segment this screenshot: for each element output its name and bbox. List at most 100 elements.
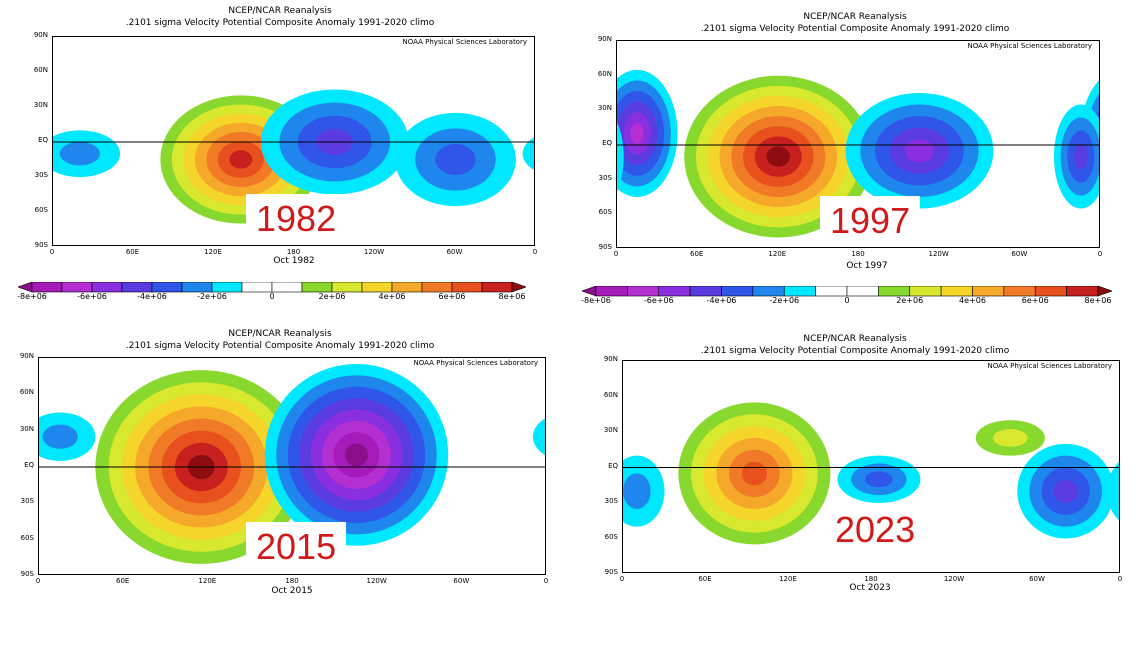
- colorbar-label: -6e+06: [643, 296, 674, 305]
- contour-level: [630, 122, 644, 145]
- colorbar-label: 8e+06: [498, 292, 526, 301]
- anomaly-negative: [837, 455, 921, 503]
- colorbar-swatch: [61, 282, 93, 293]
- colorbar-swatch: [878, 286, 911, 297]
- x-tick-label: 120E: [204, 248, 222, 256]
- y-tick-label: 30N: [603, 426, 618, 434]
- y-tick-label: 30N: [19, 424, 34, 433]
- x-tick-label: 0: [543, 577, 549, 585]
- map-area: NOAA Physical Sciences Laboratory: [38, 357, 546, 575]
- anomaly-negative: [623, 455, 1119, 527]
- colorbar-swatch: [627, 286, 660, 297]
- contour-level: [229, 150, 253, 169]
- contour-level: [522, 137, 534, 170]
- chart-title-line1: NCEP/NCAR Reanalysis: [228, 329, 332, 339]
- x-tick-label: 120W: [363, 248, 385, 256]
- x-tick-label: 0: [49, 248, 55, 256]
- contour-level: [1107, 462, 1119, 521]
- year-label: 1982: [246, 194, 347, 244]
- contour-level: [59, 142, 100, 166]
- colorbar-swatch: [301, 282, 333, 293]
- colorbar-label: 4e+06: [378, 292, 406, 301]
- colorbar-swatch: [271, 282, 303, 293]
- y-tick-label: 60S: [598, 208, 612, 217]
- year-label: 2023: [825, 505, 926, 555]
- colorbar-swatch: [721, 286, 754, 297]
- x-tick-label: 60E: [115, 577, 130, 585]
- y-tick-label: 90N: [597, 35, 612, 43]
- x-tick-label: 0: [35, 577, 41, 585]
- colorbar-swatch: [783, 286, 816, 297]
- y-tick-label: 60S: [604, 532, 618, 541]
- colorbar: -8e+06 -6e+06 -4e+06 -2e+06 0 2e+06 4e+06 6e+06…: [17, 282, 526, 306]
- colorbar-swatch: [752, 286, 785, 297]
- y-tick-label: 60N: [603, 390, 618, 399]
- year-label: 1997: [820, 196, 921, 246]
- contour-level: [1053, 479, 1078, 503]
- x-tick-label: 0: [613, 250, 619, 258]
- y-tick-label: 30S: [20, 497, 34, 506]
- colorbar-swatch: [391, 282, 423, 293]
- period-label: Oct 2015: [271, 586, 313, 596]
- anomaly-plot: [53, 89, 534, 224]
- y-tick-label: EQ: [38, 136, 48, 144]
- chart-panel: NCEP/NCAR Reanalysis .2101 sigma Velocit…: [0, 0, 560, 270]
- colorbar-swatch: [658, 286, 691, 297]
- colorbar-swatch: [1066, 286, 1099, 297]
- colorbar-swatch: [595, 286, 628, 297]
- colorbar-label: 6e+06: [438, 292, 466, 301]
- credit-label: NOAA Physical Sciences Laboratory: [964, 42, 1095, 50]
- anomaly-plot: [39, 364, 545, 564]
- y-tick-label: EQ: [602, 139, 612, 147]
- credit-label: NOAA Physical Sciences Laboratory: [399, 38, 530, 46]
- colorbar-label: 0: [844, 296, 850, 305]
- colorbar-swatch: [421, 282, 453, 293]
- anomaly-positive: [684, 75, 873, 238]
- x-tick-label: 120E: [768, 250, 787, 258]
- x-tick-label: 120E: [198, 577, 217, 585]
- x-tick-label: 120W: [928, 250, 949, 258]
- colorbar-swatch: [451, 282, 483, 293]
- x-tick-label: 60W: [446, 248, 463, 256]
- colorbar-swatch: [1034, 286, 1067, 297]
- colorbar-swatch: [815, 286, 848, 297]
- anomaly-plot: [623, 402, 1119, 545]
- anomaly-negative: [845, 93, 994, 209]
- x-tick-label: 180: [286, 248, 301, 256]
- map-area: NOAA Physical Sciences Laboratory: [622, 360, 1120, 573]
- colorbar-swatch: [481, 282, 513, 293]
- colorbar-swatch: [972, 286, 1005, 297]
- contour-level: [42, 424, 78, 449]
- x-tick-label: 0: [1117, 575, 1123, 583]
- colorbar-label: 0: [269, 292, 275, 301]
- chart-panel: NCEP/NCAR Reanalysis .2101 sigma Velocit…: [570, 0, 1140, 290]
- colorbar-end-high: [511, 282, 526, 293]
- x-tick-label: 60E: [698, 575, 712, 583]
- colorbar-label: -8e+06: [17, 292, 47, 301]
- anomaly-negative: [39, 412, 545, 461]
- x-tick-label: 0: [619, 575, 625, 583]
- y-tick-label: 30S: [34, 171, 48, 179]
- chart-title-line2: .2101 sigma Velocity Potential Composite…: [125, 341, 435, 351]
- colorbar-swatch: [689, 286, 722, 297]
- colorbar-end-low: [582, 286, 597, 297]
- y-tick-label: EQ: [608, 461, 618, 470]
- chart-title-line2: .2101 sigma Velocity Potential Composite…: [125, 18, 435, 28]
- year-label: 2015: [246, 522, 347, 572]
- x-tick-label: 60W: [1029, 575, 1045, 583]
- x-tick-label: 180: [864, 575, 878, 583]
- chart-title-line1: NCEP/NCAR Reanalysis: [228, 6, 332, 16]
- x-tick-label: 180: [285, 577, 299, 585]
- y-tick-label: 90S: [20, 570, 34, 578]
- x-tick-label: 60E: [125, 248, 140, 256]
- colorbar-swatch: [361, 282, 393, 293]
- y-tick-label: 90S: [34, 241, 48, 249]
- y-tick-label: 60S: [34, 206, 48, 214]
- contour-level: [741, 461, 768, 486]
- x-tick-label: 120W: [366, 577, 387, 585]
- colorbar-swatch: [181, 282, 213, 293]
- chart-title-line2: .2101 sigma Velocity Potential Composite…: [700, 24, 1010, 34]
- anomaly-negative: [1017, 443, 1115, 539]
- colorbar-swatch: [151, 282, 183, 293]
- contour-level: [766, 146, 791, 167]
